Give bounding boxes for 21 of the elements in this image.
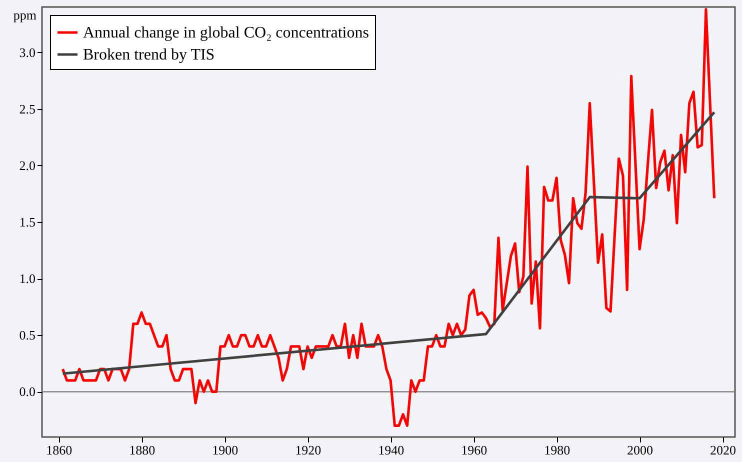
legend-label: Annual change in global CO₂ concentrations [83, 24, 369, 42]
x-tick-label: 1980 [544, 442, 570, 458]
y-tick-label: 0.0 [19, 384, 36, 400]
x-tick-label: 1940 [378, 442, 404, 458]
y-tick-label: 1.5 [19, 214, 36, 230]
y-axis-title: ppm [13, 8, 36, 22]
x-tick-label: 2000 [627, 442, 654, 458]
x-tick-label: 1860 [46, 442, 72, 458]
x-tick-label: 1920 [295, 442, 322, 458]
y-tick-label: 2.5 [19, 101, 36, 116]
y-tick-label: 3.0 [19, 44, 36, 60]
legend-label: Broken trend by TIS [83, 46, 215, 64]
y-tick-label: 0.5 [19, 328, 36, 343]
line-series [61, 8, 716, 427]
y-tick-label: 1.0 [19, 271, 36, 286]
x-tick-label: 2020 [710, 442, 736, 458]
x-tick-label: 1880 [129, 442, 156, 458]
line-series [61, 110, 716, 375]
x-tick-label: 1960 [461, 442, 488, 458]
x-tick-label: 1900 [212, 442, 238, 458]
y-tick-label: 2.0 [19, 158, 36, 173]
